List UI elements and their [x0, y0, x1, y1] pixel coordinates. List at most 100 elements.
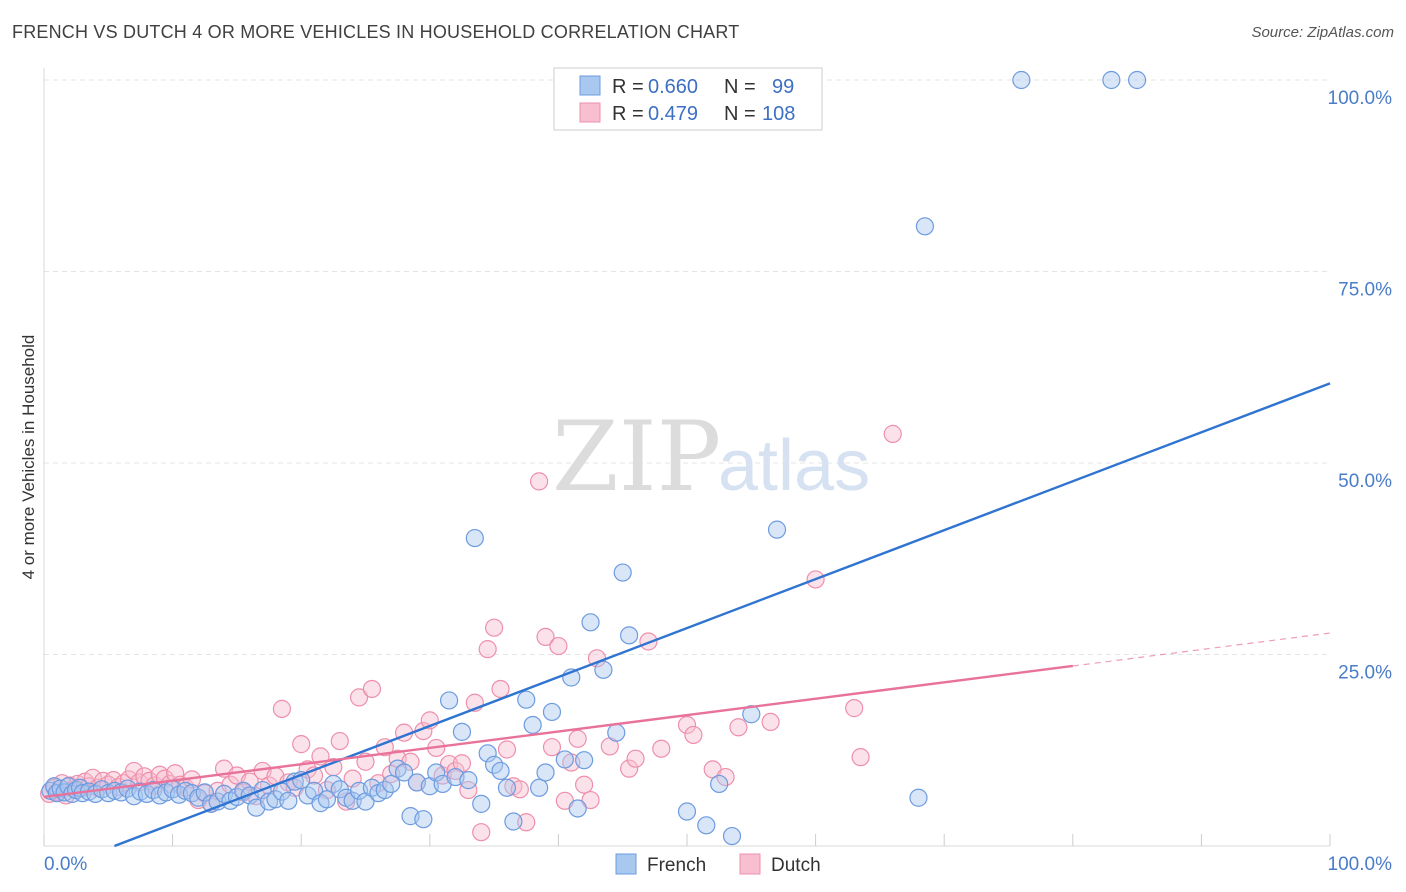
- french-point: [504, 812, 523, 831]
- legend-r-label: R =: [612, 103, 644, 125]
- french-point: [517, 690, 536, 709]
- french-point: [575, 751, 594, 770]
- french-point: [478, 744, 497, 763]
- chart-title: FRENCH VS DUTCH 4 OR MORE VEHICLES IN HO…: [12, 22, 740, 42]
- dutch-point: [575, 775, 594, 794]
- dutch-point: [851, 748, 870, 767]
- dutch-point: [330, 731, 349, 751]
- y-tick-label: 25.0%: [1338, 663, 1392, 684]
- watermark: ZIP atlas: [552, 401, 870, 513]
- legend-n-label: N =: [724, 76, 756, 98]
- dutch-point: [845, 699, 864, 718]
- french-point: [1012, 70, 1031, 90]
- french-point: [343, 791, 362, 810]
- correlation-legend: R = 0.660 N = 99 R = 0.479 N = 108: [553, 67, 823, 131]
- dutch-point: [684, 725, 703, 745]
- legend-n-value: 108: [762, 103, 795, 125]
- bottom-legend-swatch-french: [615, 853, 637, 875]
- french-point: [1127, 70, 1147, 90]
- watermark-atlas: atlas: [718, 426, 870, 506]
- french-point: [697, 816, 716, 835]
- french-point: [382, 774, 401, 794]
- french-point: [568, 799, 587, 818]
- dutch-point: [883, 424, 902, 443]
- x-tick-label: 0.0%: [44, 854, 87, 875]
- french-point: [536, 763, 555, 782]
- french-point: [555, 750, 574, 769]
- french-trend-line: [114, 382, 1331, 848]
- french-point: [915, 217, 935, 236]
- legend-r-value: 0.660: [648, 76, 698, 98]
- dutch-point: [272, 699, 292, 718]
- french-point: [607, 723, 626, 742]
- french-point: [613, 563, 632, 582]
- dutch-point: [568, 729, 587, 748]
- french-point: [427, 763, 446, 782]
- axes: 25.0% 50.0% 75.0% 100.0% 0.0% 100.0%: [43, 68, 1393, 875]
- french-point: [710, 774, 729, 794]
- y-tick-label: 100.0%: [1328, 88, 1393, 109]
- dutch-point: [472, 823, 491, 842]
- french-point: [195, 783, 214, 802]
- dutch-point: [491, 679, 510, 699]
- dutch-point: [542, 738, 562, 757]
- grid: [44, 79, 1330, 655]
- dutch-point: [497, 740, 517, 759]
- french-point: [767, 520, 787, 539]
- french-point: [542, 702, 562, 722]
- dutch-point: [517, 813, 536, 832]
- french-point: [1102, 70, 1121, 90]
- french-point: [722, 826, 742, 846]
- french-point: [452, 722, 472, 741]
- french-point: [491, 761, 510, 781]
- french-point: [523, 715, 542, 735]
- legend-r-value: 0.479: [648, 103, 698, 125]
- legend-row-french: R = 0.660 N = 99: [579, 75, 794, 98]
- dutch-trend-extension: [1072, 632, 1331, 667]
- dutch-point: [677, 715, 697, 735]
- french-point: [909, 788, 928, 807]
- x-tick-label: 100.0%: [1328, 854, 1393, 875]
- y-tick-label: 75.0%: [1338, 280, 1392, 301]
- french-point: [472, 794, 491, 813]
- dutch-point: [478, 640, 497, 659]
- dutch-point: [626, 749, 645, 768]
- y-axis-label: 4 or more Vehicles in Household: [19, 335, 38, 580]
- dutch-point: [459, 780, 478, 800]
- dutch-point: [581, 790, 600, 810]
- bottom-legend-swatch-dutch: [739, 853, 761, 875]
- french-point: [279, 791, 298, 810]
- dutch-point: [536, 627, 555, 646]
- french-point: [317, 790, 337, 809]
- legend-swatch-french: [579, 75, 601, 96]
- dutch-point: [369, 774, 388, 793]
- dutch-point: [652, 739, 671, 758]
- bottom-legend-label-dutch: Dutch: [771, 855, 821, 876]
- dutch-point: [292, 735, 311, 754]
- bottom-legend-label-french: French: [647, 855, 706, 876]
- french-point: [439, 691, 459, 710]
- dutch-point: [530, 472, 549, 491]
- french-point: [620, 626, 639, 645]
- french-point: [530, 778, 549, 797]
- dutch-point: [124, 761, 144, 781]
- french-point: [182, 784, 201, 803]
- watermark-zip: ZIP: [552, 401, 721, 513]
- series-legend: French Dutch: [615, 853, 821, 876]
- dutch-point: [485, 618, 504, 637]
- french-point: [394, 763, 414, 782]
- dutch-point: [362, 679, 382, 699]
- french-point: [581, 613, 600, 632]
- french-point: [414, 810, 433, 829]
- legend-row-dutch: R = 0.479 N = 108: [579, 102, 795, 125]
- dutch-point: [549, 636, 568, 656]
- dutch-point: [729, 718, 748, 737]
- legend-swatch-dutch: [579, 102, 601, 123]
- y-tick-label: 50.0%: [1338, 471, 1392, 492]
- dutch-point: [761, 712, 780, 732]
- legend-n-value: 99: [772, 76, 794, 98]
- dutch-point: [620, 759, 639, 778]
- french-point: [465, 528, 484, 548]
- french-point: [497, 778, 517, 797]
